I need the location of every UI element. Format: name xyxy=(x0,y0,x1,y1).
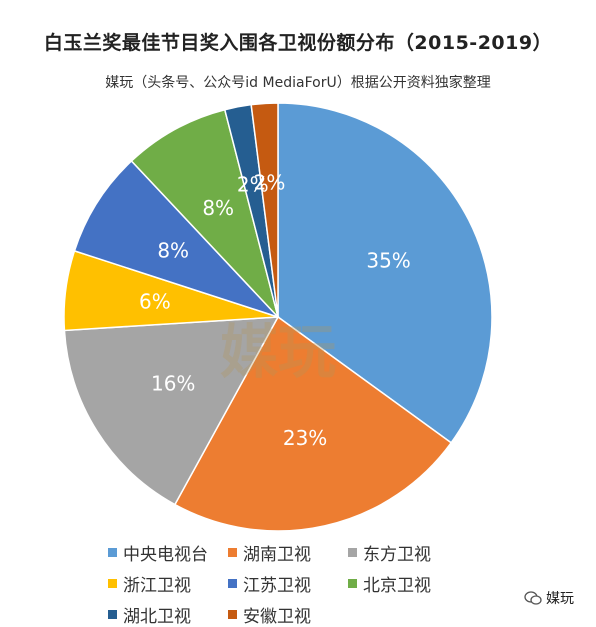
legend-label: 湖南卫视 xyxy=(243,545,311,565)
pie-slice-1 xyxy=(173,315,453,532)
legend-swatch xyxy=(228,548,237,557)
chart-title: 白玉兰奖最佳节目奖入围各卫视份额分布（2015-2019） xyxy=(43,32,553,54)
legend-swatch xyxy=(348,579,357,588)
slice-label-6: 2% xyxy=(237,173,269,197)
legend-item-5: 北京卫视 xyxy=(348,571,468,596)
slice-label-2: 16% xyxy=(151,372,195,396)
legend-item-4: 江苏卫视 xyxy=(228,571,348,596)
pie-slice-5 xyxy=(130,108,279,318)
slice-label-4: 8% xyxy=(157,238,189,262)
slice-label-1: 23% xyxy=(283,426,327,450)
legend-swatch xyxy=(228,610,237,619)
brand-label: 媒玩 xyxy=(546,591,574,607)
slice-label-5: 8% xyxy=(202,196,234,220)
legend-swatch xyxy=(348,548,357,557)
slice-label-0: 35% xyxy=(366,249,410,273)
watermark-text: 媒玩 xyxy=(220,318,336,386)
legend-label: 中央电视台 xyxy=(123,545,208,565)
legend-item-0: 中央电视台 xyxy=(108,540,228,565)
legend-item-1: 湖南卫视 xyxy=(228,540,348,565)
chart-subtitle: 媒玩（头条号、公众号id MediaForU）根据公开资料独家整理 xyxy=(105,75,491,91)
slice-label-7: 2% xyxy=(254,170,286,194)
legend-label: 浙江卫视 xyxy=(123,576,191,596)
legend-swatch xyxy=(108,548,117,557)
chart-legend: 中央电视台 湖南卫视 东方卫视浙江卫视 江苏卫视 北京卫视湖北卫视 安徽卫视 xyxy=(108,540,468,627)
pie-slice-7 xyxy=(250,102,279,318)
legend-item-2: 东方卫视 xyxy=(348,540,468,565)
brand-footer: 媒玩 xyxy=(524,588,574,608)
legend-label: 湖北卫视 xyxy=(123,607,191,627)
pie-slice-0 xyxy=(277,102,493,444)
pie-slice-2 xyxy=(63,316,280,506)
legend-swatch xyxy=(108,610,117,619)
legend-item-6: 湖北卫视 xyxy=(108,602,228,627)
legend-label: 东方卫视 xyxy=(363,545,431,565)
legend-item-3: 浙江卫视 xyxy=(108,571,228,596)
legend-item-7: 安徽卫视 xyxy=(228,602,348,627)
slice-label-3: 6% xyxy=(139,289,171,313)
legend-label: 安徽卫视 xyxy=(243,607,311,627)
pie-slice-4 xyxy=(73,159,279,318)
legend-label: 江苏卫视 xyxy=(243,576,311,596)
legend-label: 北京卫视 xyxy=(363,576,431,596)
legend-swatch xyxy=(228,579,237,588)
chat-bubble-icon xyxy=(524,591,542,605)
legend-swatch xyxy=(108,579,117,588)
